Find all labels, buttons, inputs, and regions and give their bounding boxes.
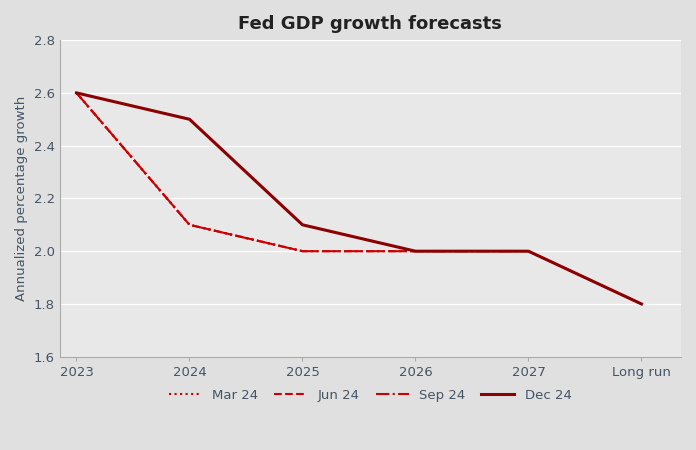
Sep 24 xyxy=(72,90,81,95)
Dec 24 xyxy=(185,117,193,122)
Line: Jun 24: Jun 24 xyxy=(77,93,416,251)
Line: Mar 24: Mar 24 xyxy=(77,93,303,251)
Dec 24 xyxy=(72,90,81,95)
Dec 24 xyxy=(638,301,646,306)
Sep 24 xyxy=(185,222,193,228)
Jun 24 xyxy=(185,222,193,228)
Title: Fed GDP growth forecasts: Fed GDP growth forecasts xyxy=(238,15,503,33)
Mar 24 xyxy=(299,248,307,254)
Jun 24 xyxy=(72,90,81,95)
Sep 24 xyxy=(299,248,307,254)
Mar 24 xyxy=(72,90,81,95)
Dec 24 xyxy=(299,222,307,228)
Line: Sep 24: Sep 24 xyxy=(77,93,642,304)
Dec 24 xyxy=(524,248,532,254)
Sep 24 xyxy=(524,248,532,254)
Y-axis label: Annualized percentage growth: Annualized percentage growth xyxy=(15,96,28,301)
Line: Dec 24: Dec 24 xyxy=(77,93,642,304)
Mar 24 xyxy=(185,222,193,228)
Jun 24 xyxy=(411,248,420,254)
Legend: Mar 24, Jun 24, Sep 24, Dec 24: Mar 24, Jun 24, Sep 24, Dec 24 xyxy=(164,383,577,407)
Sep 24 xyxy=(411,248,420,254)
Dec 24 xyxy=(411,248,420,254)
Jun 24 xyxy=(299,248,307,254)
Sep 24 xyxy=(638,301,646,306)
